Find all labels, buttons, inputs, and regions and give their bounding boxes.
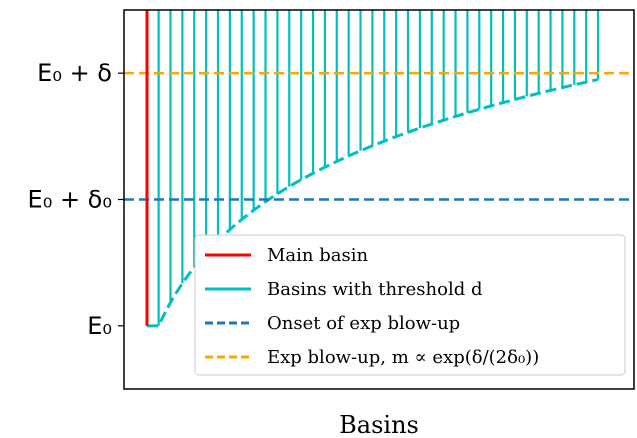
- legend-label-blowup: Exp blow-up, m ∝ exp(δ/(2δ₀)): [267, 347, 539, 368]
- legend-box: [194, 234, 626, 376]
- legend-label-threshold_basins: Basins with threshold d: [267, 279, 483, 300]
- legend-label-main_basin: Main basin: [267, 245, 368, 266]
- x-axis-label: Basins: [339, 411, 419, 438]
- legend-label-onset: Onset of exp blow-up: [267, 313, 460, 334]
- y-tick-label: E₀ + δ: [37, 59, 112, 87]
- legend: Main basin Basins with threshold d Onset o…: [194, 234, 626, 376]
- threshold-boundary-curve: [146, 78, 599, 328]
- plot-area: [124, 10, 634, 328]
- y-axis: E₀ E₀ + δ₀ E₀ + δ: [28, 59, 124, 340]
- y-tick-label: E₀: [87, 312, 112, 340]
- y-tick-label: E₀ + δ₀: [28, 186, 112, 214]
